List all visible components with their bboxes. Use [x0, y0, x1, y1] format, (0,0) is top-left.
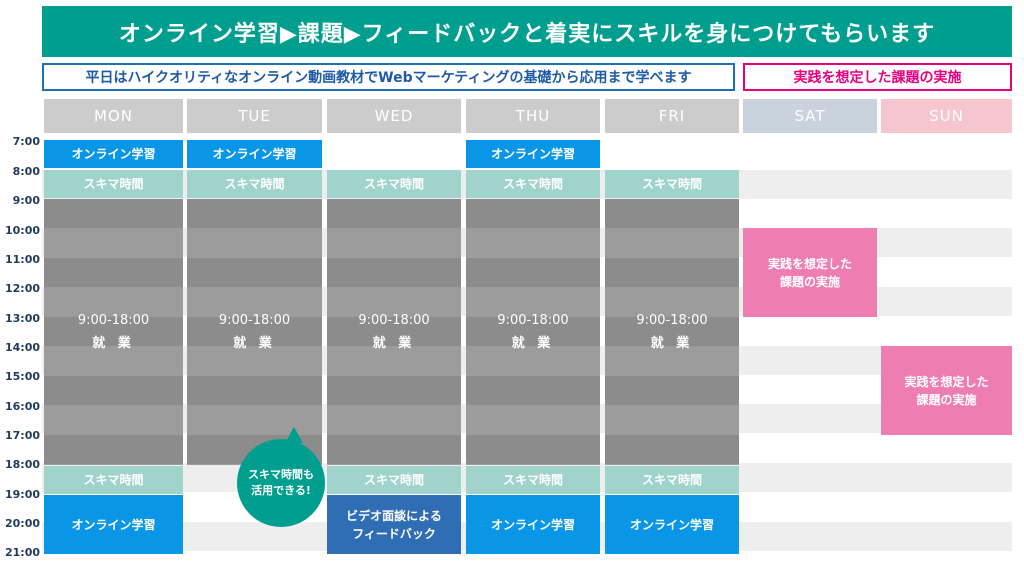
- time-label: 16:00: [4, 400, 40, 413]
- weekend-task-block: 実践を想定した 課題の実施: [743, 228, 877, 317]
- work-label: 就 業: [650, 336, 694, 351]
- video-feedback-line2: フィードバック: [352, 526, 436, 541]
- page-title: オンライン学習▶課題▶フィードバックと着実にスキルを身につけてもらいます: [42, 6, 1012, 57]
- spare-time-block: スキマ時間: [44, 170, 183, 198]
- time-label: 13:00: [4, 312, 40, 325]
- work-block: 9:00-18:00 就 業: [44, 199, 183, 465]
- time-label: 15:00: [4, 370, 40, 383]
- time-label: 14:00: [4, 341, 40, 354]
- time-label: 9:00: [12, 194, 40, 207]
- work-label: 就 業: [233, 336, 276, 351]
- work-label: 就 業: [511, 336, 555, 351]
- spare-time-callout: スキマ時間も 活用できる!: [237, 427, 325, 527]
- weekend-task-line2: 課題の実施: [916, 392, 977, 407]
- spare-time-block: スキマ時間: [605, 170, 739, 198]
- online-study-block: オンライン学習: [187, 140, 322, 168]
- time-label: 7:00: [12, 135, 40, 148]
- work-hours: 9:00-18:00: [218, 312, 291, 328]
- weekend-note: 実践を想定した課題の実施: [743, 63, 1012, 91]
- spare-time-block: スキマ時間: [466, 170, 600, 198]
- work-block: 9:00-18:00 就 業: [327, 199, 461, 465]
- work-hours: 9:00-18:00: [497, 312, 569, 328]
- spare-time-block: スキマ時間: [466, 466, 600, 494]
- time-label: 10:00: [4, 224, 40, 237]
- online-study-block: オンライン学習: [44, 140, 183, 168]
- weekend-task-line2: 課題の実施: [779, 274, 840, 289]
- day-header-tue: TUE: [187, 99, 322, 133]
- day-header-thu: THU: [466, 99, 600, 133]
- callout-line2: 活用できる!: [251, 484, 311, 497]
- day-header-sat: SAT: [743, 99, 877, 133]
- day-header-sun: SUN: [881, 99, 1012, 133]
- work-hours: 9:00-18:00: [77, 312, 150, 328]
- video-feedback-line1: ビデオ面談による: [346, 508, 442, 523]
- time-label: 17:00: [4, 429, 40, 442]
- time-label: 21:00: [4, 546, 40, 559]
- work-hours: 9:00-18:00: [636, 312, 708, 328]
- weekend-task-line1: 実践を想定した: [767, 256, 852, 271]
- spare-time-block: スキマ時間: [44, 466, 183, 494]
- online-study-block: オンライン学習: [466, 495, 600, 554]
- work-hours: 9:00-18:00: [358, 312, 430, 328]
- spare-time-block: スキマ時間: [187, 170, 322, 198]
- time-label: 19:00: [4, 488, 40, 501]
- time-label: 20:00: [4, 517, 40, 530]
- spare-time-block: スキマ時間: [605, 466, 739, 494]
- day-header-mon: MON: [44, 99, 183, 133]
- online-study-block: オンライン学習: [605, 495, 739, 554]
- spare-time-block: スキマ時間: [327, 170, 461, 198]
- day-header-wed: WED: [327, 99, 461, 133]
- weekend-task-block: 実践を想定した 課題の実施: [881, 346, 1012, 435]
- work-label: 就 業: [92, 336, 135, 351]
- online-study-block: オンライン学習: [44, 495, 183, 554]
- time-label: 12:00: [4, 282, 40, 295]
- work-block: 9:00-18:00 就 業: [605, 199, 739, 465]
- day-header-fri: FRI: [605, 99, 739, 133]
- callout-line1: スキマ時間も: [248, 467, 314, 481]
- video-feedback-block: ビデオ面談による フィードバック: [327, 495, 461, 554]
- weekday-note: 平日はハイクオリティなオンライン動画教材でWebマーケティングの基礎から応用まで…: [42, 63, 735, 91]
- time-label: 11:00: [4, 253, 40, 266]
- time-label: 18:00: [4, 458, 40, 471]
- weekend-task-line1: 実践を想定した: [904, 374, 989, 389]
- work-label: 就 業: [372, 336, 416, 351]
- spare-time-block: スキマ時間: [327, 466, 461, 494]
- time-label: 8:00: [12, 165, 40, 178]
- work-block: 9:00-18:00 就 業: [187, 199, 322, 465]
- online-study-block: オンライン学習: [466, 140, 600, 168]
- work-block: 9:00-18:00 就 業: [466, 199, 600, 465]
